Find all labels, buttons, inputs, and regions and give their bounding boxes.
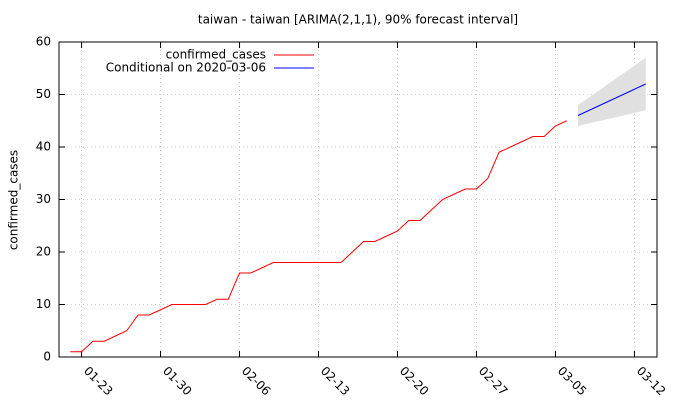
legend-label: confirmed_cases bbox=[166, 48, 266, 62]
series-line bbox=[70, 120, 567, 353]
y-tick-label: 0 bbox=[43, 350, 51, 364]
x-tick-label: 03-05 bbox=[555, 364, 590, 399]
x-tick-label: 02-27 bbox=[476, 364, 511, 399]
plot-frame bbox=[58, 41, 658, 358]
x-tick-label: 03-12 bbox=[634, 364, 669, 399]
y-tick-label: 50 bbox=[36, 87, 51, 101]
x-tick-label: 02-13 bbox=[318, 364, 353, 399]
y-tick-label: 10 bbox=[36, 297, 51, 311]
x-tick-label: 02-20 bbox=[397, 364, 432, 399]
x-tick-label: 02-06 bbox=[239, 364, 274, 399]
x-tick-label: 01-23 bbox=[81, 364, 116, 399]
x-tick-label: 01-30 bbox=[160, 364, 195, 399]
y-tick-label: 60 bbox=[36, 35, 51, 49]
chart-title: taiwan - taiwan [ARIMA(2,1,1), 90% forec… bbox=[198, 13, 518, 27]
y-tick-label: 40 bbox=[36, 140, 51, 154]
y-tick-label: 30 bbox=[36, 192, 51, 206]
series-line bbox=[577, 83, 646, 116]
forecast-band bbox=[578, 57, 646, 126]
y-axis-label: confirmed_cases bbox=[7, 150, 21, 250]
legend-label: Conditional on 2020-03-06 bbox=[106, 61, 266, 75]
y-tick-label: 20 bbox=[36, 245, 51, 259]
